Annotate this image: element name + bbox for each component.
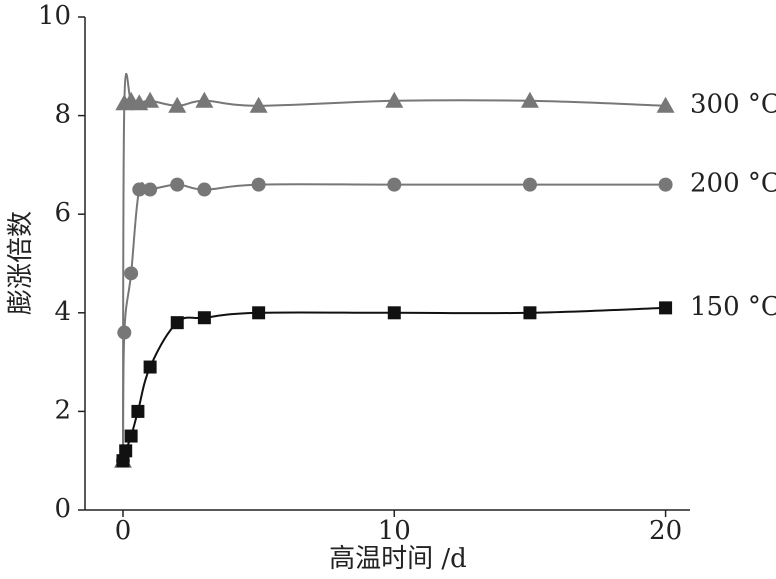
marker <box>523 306 537 320</box>
marker <box>141 91 160 108</box>
marker <box>385 91 404 108</box>
y-tick-label: 10 <box>38 1 71 31</box>
marker <box>252 306 266 320</box>
marker <box>659 301 673 315</box>
series-label: 300 °C <box>690 90 776 120</box>
marker <box>124 266 139 281</box>
marker <box>132 182 147 197</box>
marker <box>251 177 266 192</box>
marker <box>168 96 187 113</box>
marker <box>117 325 132 340</box>
y-axis-title: 膨涨倍数 <box>6 211 36 315</box>
marker <box>387 306 401 320</box>
series-label: 200 °C <box>690 169 776 199</box>
series-line <box>121 72 666 461</box>
y-tick-label: 2 <box>54 395 71 425</box>
x-axis-title: 高温时间 /d <box>329 544 467 574</box>
marker <box>170 316 184 330</box>
y-tick-label: 6 <box>54 198 71 228</box>
x-tick-label: 0 <box>115 516 132 546</box>
marker <box>143 360 157 374</box>
series-line <box>122 306 666 461</box>
marker <box>658 177 673 192</box>
marker <box>119 444 133 458</box>
marker <box>249 96 268 113</box>
marker <box>195 91 214 108</box>
y-tick-label: 8 <box>54 100 71 130</box>
marker <box>143 182 158 197</box>
marker <box>170 177 185 192</box>
y-tick-label: 0 <box>54 494 71 524</box>
x-tick-label: 10 <box>378 516 411 546</box>
marker <box>124 429 138 443</box>
marker <box>520 91 539 108</box>
marker <box>116 454 130 468</box>
marker <box>387 177 402 192</box>
marker <box>522 177 537 192</box>
x-tick-label: 20 <box>649 516 682 546</box>
marker <box>656 96 675 113</box>
marker <box>197 182 212 197</box>
y-tick-label: 4 <box>54 297 71 327</box>
marker <box>131 404 145 418</box>
series-label: 150 °C <box>690 292 776 322</box>
marker <box>197 311 211 325</box>
